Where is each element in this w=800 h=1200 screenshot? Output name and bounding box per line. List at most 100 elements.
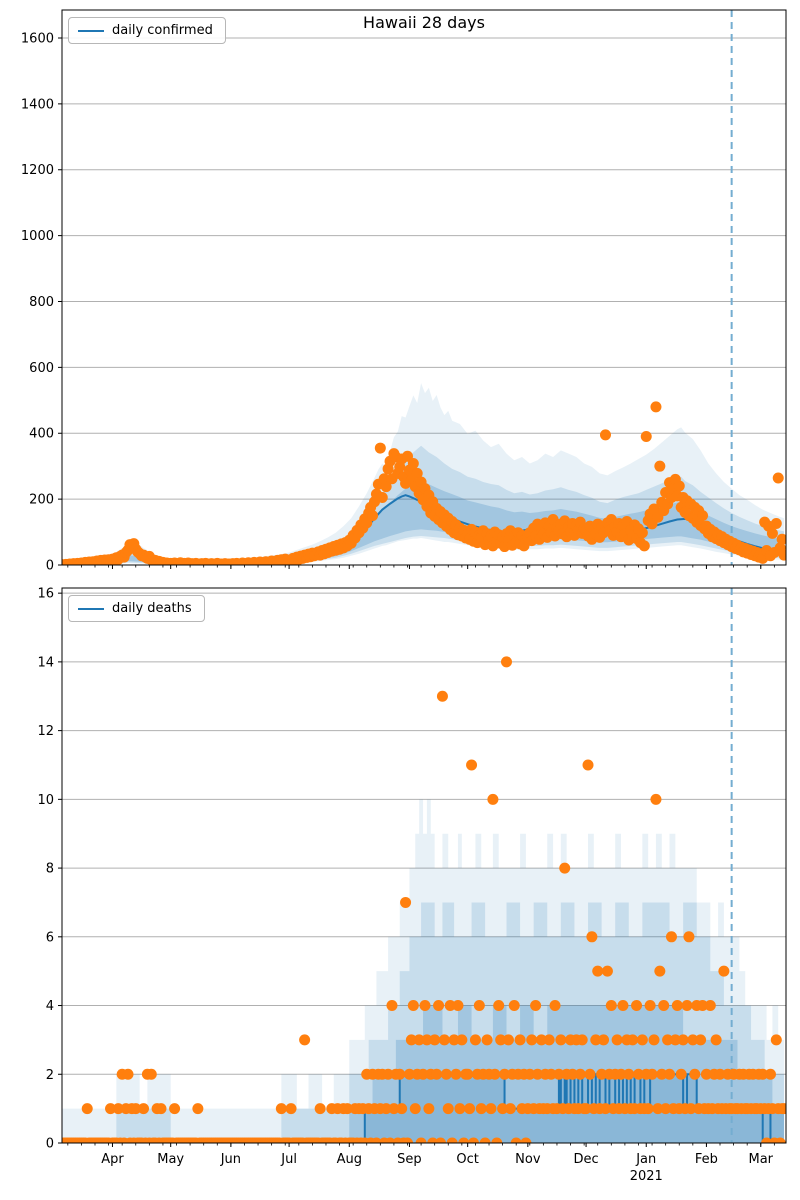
scatter-point [417,1068,429,1080]
scatter-point [535,1034,547,1046]
scatter-point [499,1068,511,1080]
scatter-point [632,1068,644,1080]
scatter-point [778,1103,786,1115]
scatter-point [122,1068,134,1080]
scatter-point [491,1137,503,1143]
scatter-point [586,931,598,943]
scatter-point [555,1034,567,1046]
scatter-point [689,1068,701,1080]
y-tick-label: 1000 [21,229,54,244]
scatter-point [435,1137,446,1143]
scatter-point [421,1034,433,1046]
scatter-point [458,1137,470,1143]
scatter-point [673,480,685,492]
scatter-point [574,1068,586,1080]
scatter-point [485,1103,497,1115]
scatter-point [662,1034,674,1046]
y-tick-label: 12 [37,724,54,739]
scatter-point [697,510,709,522]
scatter-point [394,1068,406,1080]
scatter-point [341,1103,353,1115]
scatter-point [772,472,784,484]
scatter-point [650,401,662,413]
scatter-point [770,517,782,529]
scatter-point [448,1034,460,1046]
scatter-point [671,1000,683,1012]
x-tick-label: Nov [515,1152,541,1167]
scatter-point [500,656,512,668]
scatter-point [105,1103,117,1115]
scatter-point [386,1000,398,1012]
scatter-point [411,467,423,479]
scatter-point [446,1137,458,1143]
scatter-point [582,759,594,771]
scatter-point [704,1000,716,1012]
y-tick-label: 14 [37,655,54,670]
scatter-point [532,1068,544,1080]
scatter-point [718,965,730,977]
legend-line-sample-icon [78,607,104,610]
scatter-point [710,1034,722,1046]
scatter-point [685,1103,697,1115]
scatter-point [403,1068,415,1080]
y-tick-label: 2 [46,1068,54,1083]
scatter-point [650,793,662,805]
scatter-point [660,1103,672,1115]
scatter-point [466,759,478,771]
scatter-point [766,527,778,539]
scatter-point [590,1034,602,1046]
uncertainty-band [62,902,785,1143]
legend-line-sample-icon [78,29,104,32]
y-tick-label: 400 [29,427,54,442]
y-tick-label: 1600 [21,31,54,46]
scatter-point [530,1000,542,1012]
scatter-point [642,1103,654,1115]
scatter-point [380,1103,392,1115]
scatter-point [559,862,571,874]
y-tick-label: 16 [37,587,54,602]
scatter-point [489,1068,501,1080]
scatter-point [497,1103,509,1115]
scatter-point [467,1137,479,1143]
scatter-point [413,1034,425,1046]
scatter-point [778,549,786,561]
scatter-point [433,1000,445,1012]
scatter-point [549,1000,561,1012]
scatter-point [644,1000,656,1012]
scatter-point [636,1034,648,1046]
scatter-point [697,1000,709,1012]
x-tick-label: Mar [749,1152,774,1167]
scatter-point [130,1103,142,1115]
scatter-point [442,1103,454,1115]
uncertainty-band [62,481,785,565]
x-tick-label: Oct [456,1152,478,1167]
scatter-point [508,1000,520,1012]
scatter-point [400,896,412,908]
scatter-point [314,1103,326,1115]
scatter-point [623,1068,635,1080]
scatter-point [436,690,448,702]
scatter-point [664,1068,676,1080]
scatter-point [599,429,611,441]
scatter-point [409,1103,421,1115]
scatter-point [493,1000,505,1012]
scatter-point [475,1103,487,1115]
scatter-point [487,793,499,805]
y-tick-label: 800 [29,295,54,310]
scatter-point [656,1068,668,1080]
scatter-point [407,1000,419,1012]
scatter-point [367,510,379,522]
y-tick-label: 6 [46,930,54,945]
axes-spines [61,587,787,1144]
scatter-point [584,1068,596,1080]
scatter-point [407,458,419,470]
scatter-point [605,1000,617,1012]
scatter-point [669,1034,681,1046]
y-tick-label: 1400 [21,97,54,112]
scatter-point [169,1103,181,1115]
x-tick-label: Jun [220,1152,241,1167]
x-tick-label: Jan [635,1152,656,1167]
scatter-point [444,1000,456,1012]
scatter-point [599,1103,611,1115]
